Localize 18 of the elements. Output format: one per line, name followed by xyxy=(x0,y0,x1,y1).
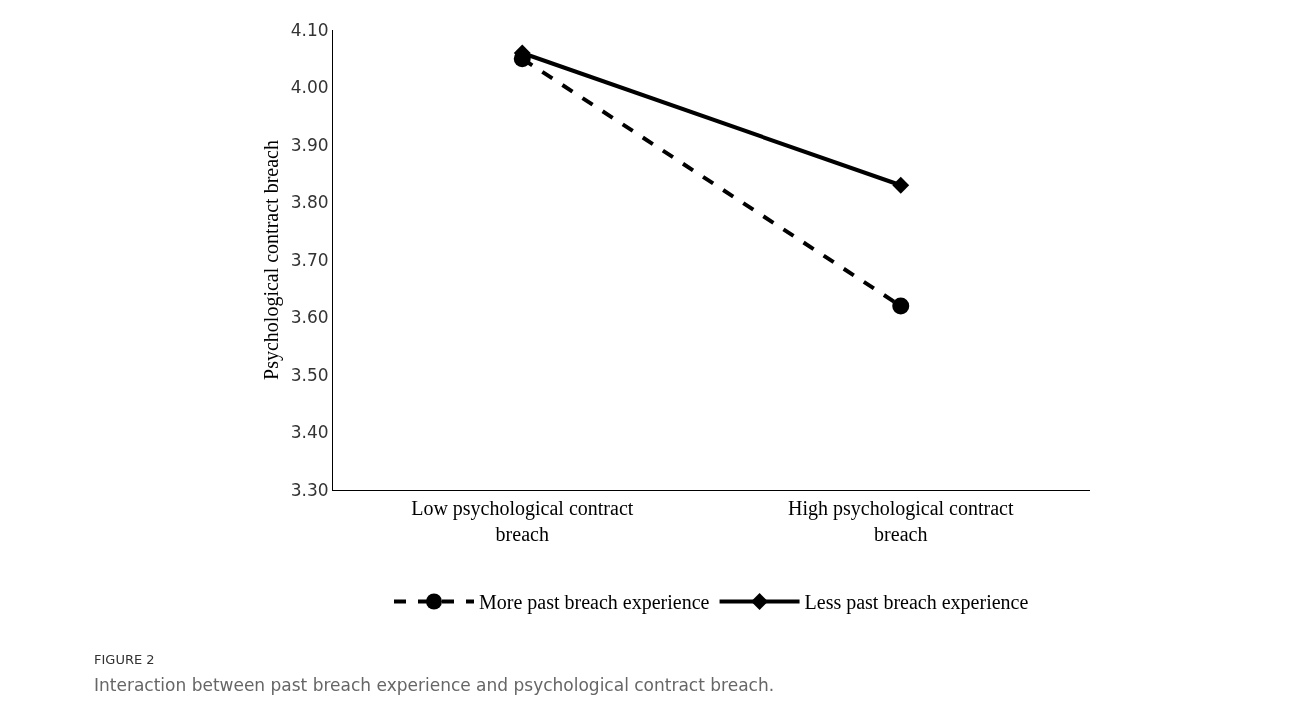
y-tick-label: 3.90 xyxy=(290,134,329,155)
point xyxy=(892,176,910,194)
y-tick-label: 3.50 xyxy=(290,364,329,385)
y-tick-label: 3.30 xyxy=(290,479,329,500)
x-tick-label: High psychological contract breach xyxy=(788,497,1014,545)
y-tick-label: 3.40 xyxy=(290,422,329,443)
y-axis-title: Psychological contract breach xyxy=(260,140,284,380)
y-tick-label: 4.00 xyxy=(290,77,329,98)
y-tick-label: 3.70 xyxy=(290,249,329,270)
caption: FIGURE 2 xyxy=(94,652,155,667)
y-tick-label: 3.60 xyxy=(290,307,329,328)
legend-label: Less past breach experience xyxy=(804,591,1029,615)
text: Interaction between past breach experience and psychological contract breach. xyxy=(94,675,775,695)
legend-label: More past breach experience xyxy=(479,591,710,615)
y-tick-label: 4.10 xyxy=(290,19,329,40)
x-tick-label: Low psychological contract breach xyxy=(411,497,634,545)
point xyxy=(892,297,910,315)
y-tick-label: 3.80 xyxy=(290,192,329,213)
